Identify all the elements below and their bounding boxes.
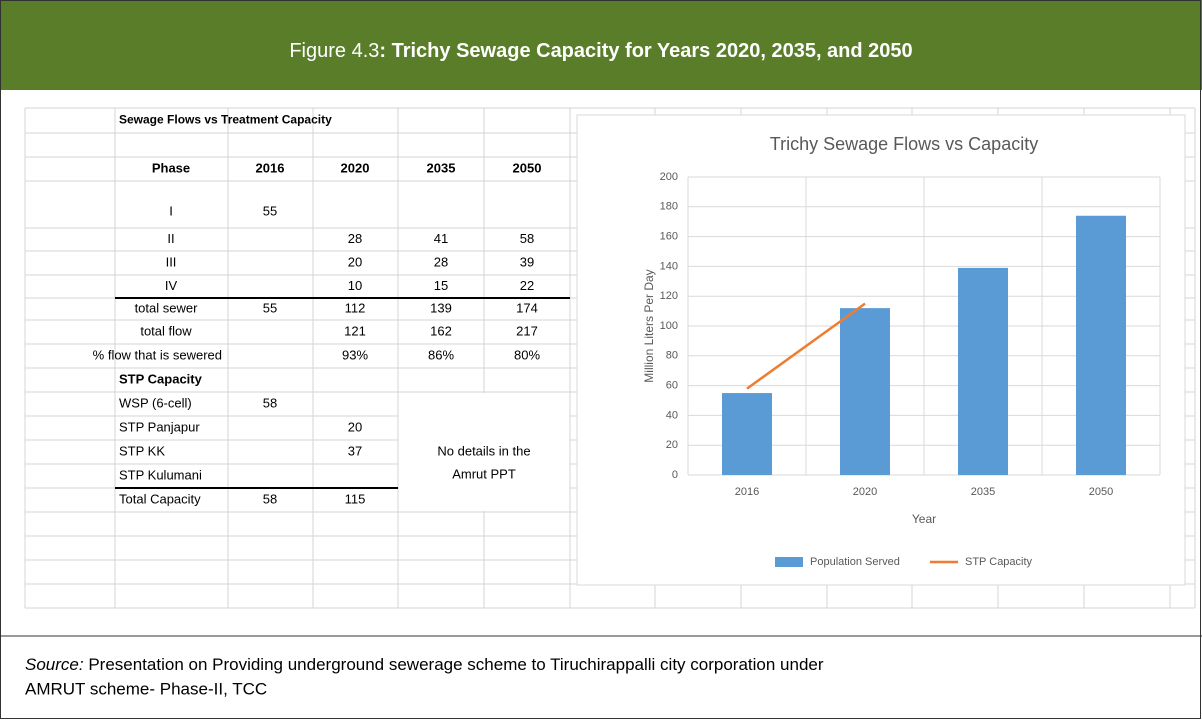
y-tick-label: 100 — [660, 320, 678, 332]
x-tick-label: 2035 — [971, 486, 995, 498]
bar — [1076, 215, 1126, 476]
legend-swatch — [775, 557, 803, 567]
header-title: Figure 4.3: Trichy Sewage Capacity for Y… — [289, 40, 912, 62]
row-label: STP KK — [119, 443, 165, 458]
legend-label: Population Served — [810, 556, 900, 568]
source: Source: Presentation on Providing underg… — [25, 655, 824, 674]
cell-value: 41 — [434, 231, 448, 246]
cell-value: 58 — [520, 231, 534, 246]
figure-title: : Trichy Sewage Capacity for Years 2020,… — [379, 40, 912, 62]
table-title: Sewage Flows vs Treatment Capacity — [119, 113, 332, 127]
source-label: Source: — [25, 655, 84, 674]
note-cell — [399, 393, 569, 511]
cell-value: 217 — [516, 323, 538, 338]
column-header: 2050 — [513, 160, 542, 175]
column-header: 2020 — [341, 160, 370, 175]
cell-value: 20 — [348, 419, 362, 434]
x-axis-label: Year — [912, 512, 936, 526]
column-header: Phase — [152, 160, 190, 175]
y-tick-label: 140 — [660, 260, 678, 272]
y-tick-label: 0 — [672, 469, 678, 481]
cell-value: 55 — [263, 203, 277, 218]
y-tick-label: 180 — [660, 201, 678, 213]
cell-value: 10 — [348, 278, 362, 293]
row-label: I — [169, 203, 173, 218]
cell-value: 93% — [342, 347, 368, 362]
source-text: AMRUT scheme- Phase-II, TCC — [25, 679, 267, 698]
cell-value: 112 — [345, 300, 366, 315]
column-header: 2016 — [256, 160, 285, 175]
row-label: % flow that is sewered — [93, 347, 222, 362]
row-label: STP Kulumani — [119, 467, 202, 482]
cell-value: 20 — [348, 254, 362, 269]
y-tick-label: 80 — [666, 350, 678, 362]
note: No details in the — [437, 443, 530, 458]
bar — [840, 308, 890, 475]
cell-value: 58 — [263, 491, 277, 506]
cell-value: 139 — [430, 300, 452, 315]
y-tick-label: 160 — [660, 231, 678, 243]
source-text: Presentation on Providing underground se… — [84, 655, 824, 674]
row-label: IV — [165, 278, 178, 293]
x-tick-label: 2016 — [735, 486, 759, 498]
cell-value: 86% — [428, 347, 454, 362]
line — [746, 302, 866, 390]
row-label: WSP (6-cell) — [119, 395, 192, 410]
column-header: 2035 — [427, 160, 456, 175]
y-tick-label: 40 — [666, 409, 678, 421]
cell-value: 28 — [434, 254, 448, 269]
y-tick-label: 20 — [666, 439, 678, 451]
cell-value: 174 — [516, 300, 538, 315]
cell-value: 121 — [344, 323, 366, 338]
y-tick-label: 120 — [660, 290, 678, 302]
cell-value: 39 — [520, 254, 534, 269]
chart-title: Trichy Sewage Flows vs Capacity — [770, 134, 1038, 154]
bar — [958, 267, 1008, 475]
row-label: II — [167, 231, 174, 246]
legend-label: STP Capacity — [965, 556, 1033, 568]
note: Amrut PPT — [452, 466, 516, 481]
row-label: STP Panjapur — [119, 419, 200, 434]
cell-value: 55 — [263, 300, 277, 315]
x-tick-label: 2020 — [853, 486, 877, 498]
cell-value: 80% — [514, 347, 540, 362]
bar — [722, 393, 772, 475]
y-tick-label: 200 — [660, 171, 678, 183]
cell-value: 28 — [348, 231, 362, 246]
cell-value: 22 — [520, 278, 534, 293]
cell-value: 37 — [348, 443, 362, 458]
x-tick-label: 2050 — [1089, 486, 1113, 498]
cell-value: 58 — [263, 395, 277, 410]
cell-value: 15 — [434, 278, 448, 293]
row-label: Total Capacity — [119, 491, 201, 506]
header-bar — [0, 0, 1202, 90]
y-tick-label: 60 — [666, 380, 678, 392]
figure-label: Figure 4.3 — [289, 40, 379, 62]
cell-value: 162 — [430, 323, 452, 338]
row-label: III — [166, 254, 177, 269]
row-label: total sewer — [135, 300, 199, 315]
row-label: total flow — [140, 323, 192, 338]
y-axis-label: Million Liters Per Day — [642, 269, 656, 382]
stp-title: STP Capacity — [119, 371, 203, 386]
cell-value: 115 — [345, 491, 366, 506]
